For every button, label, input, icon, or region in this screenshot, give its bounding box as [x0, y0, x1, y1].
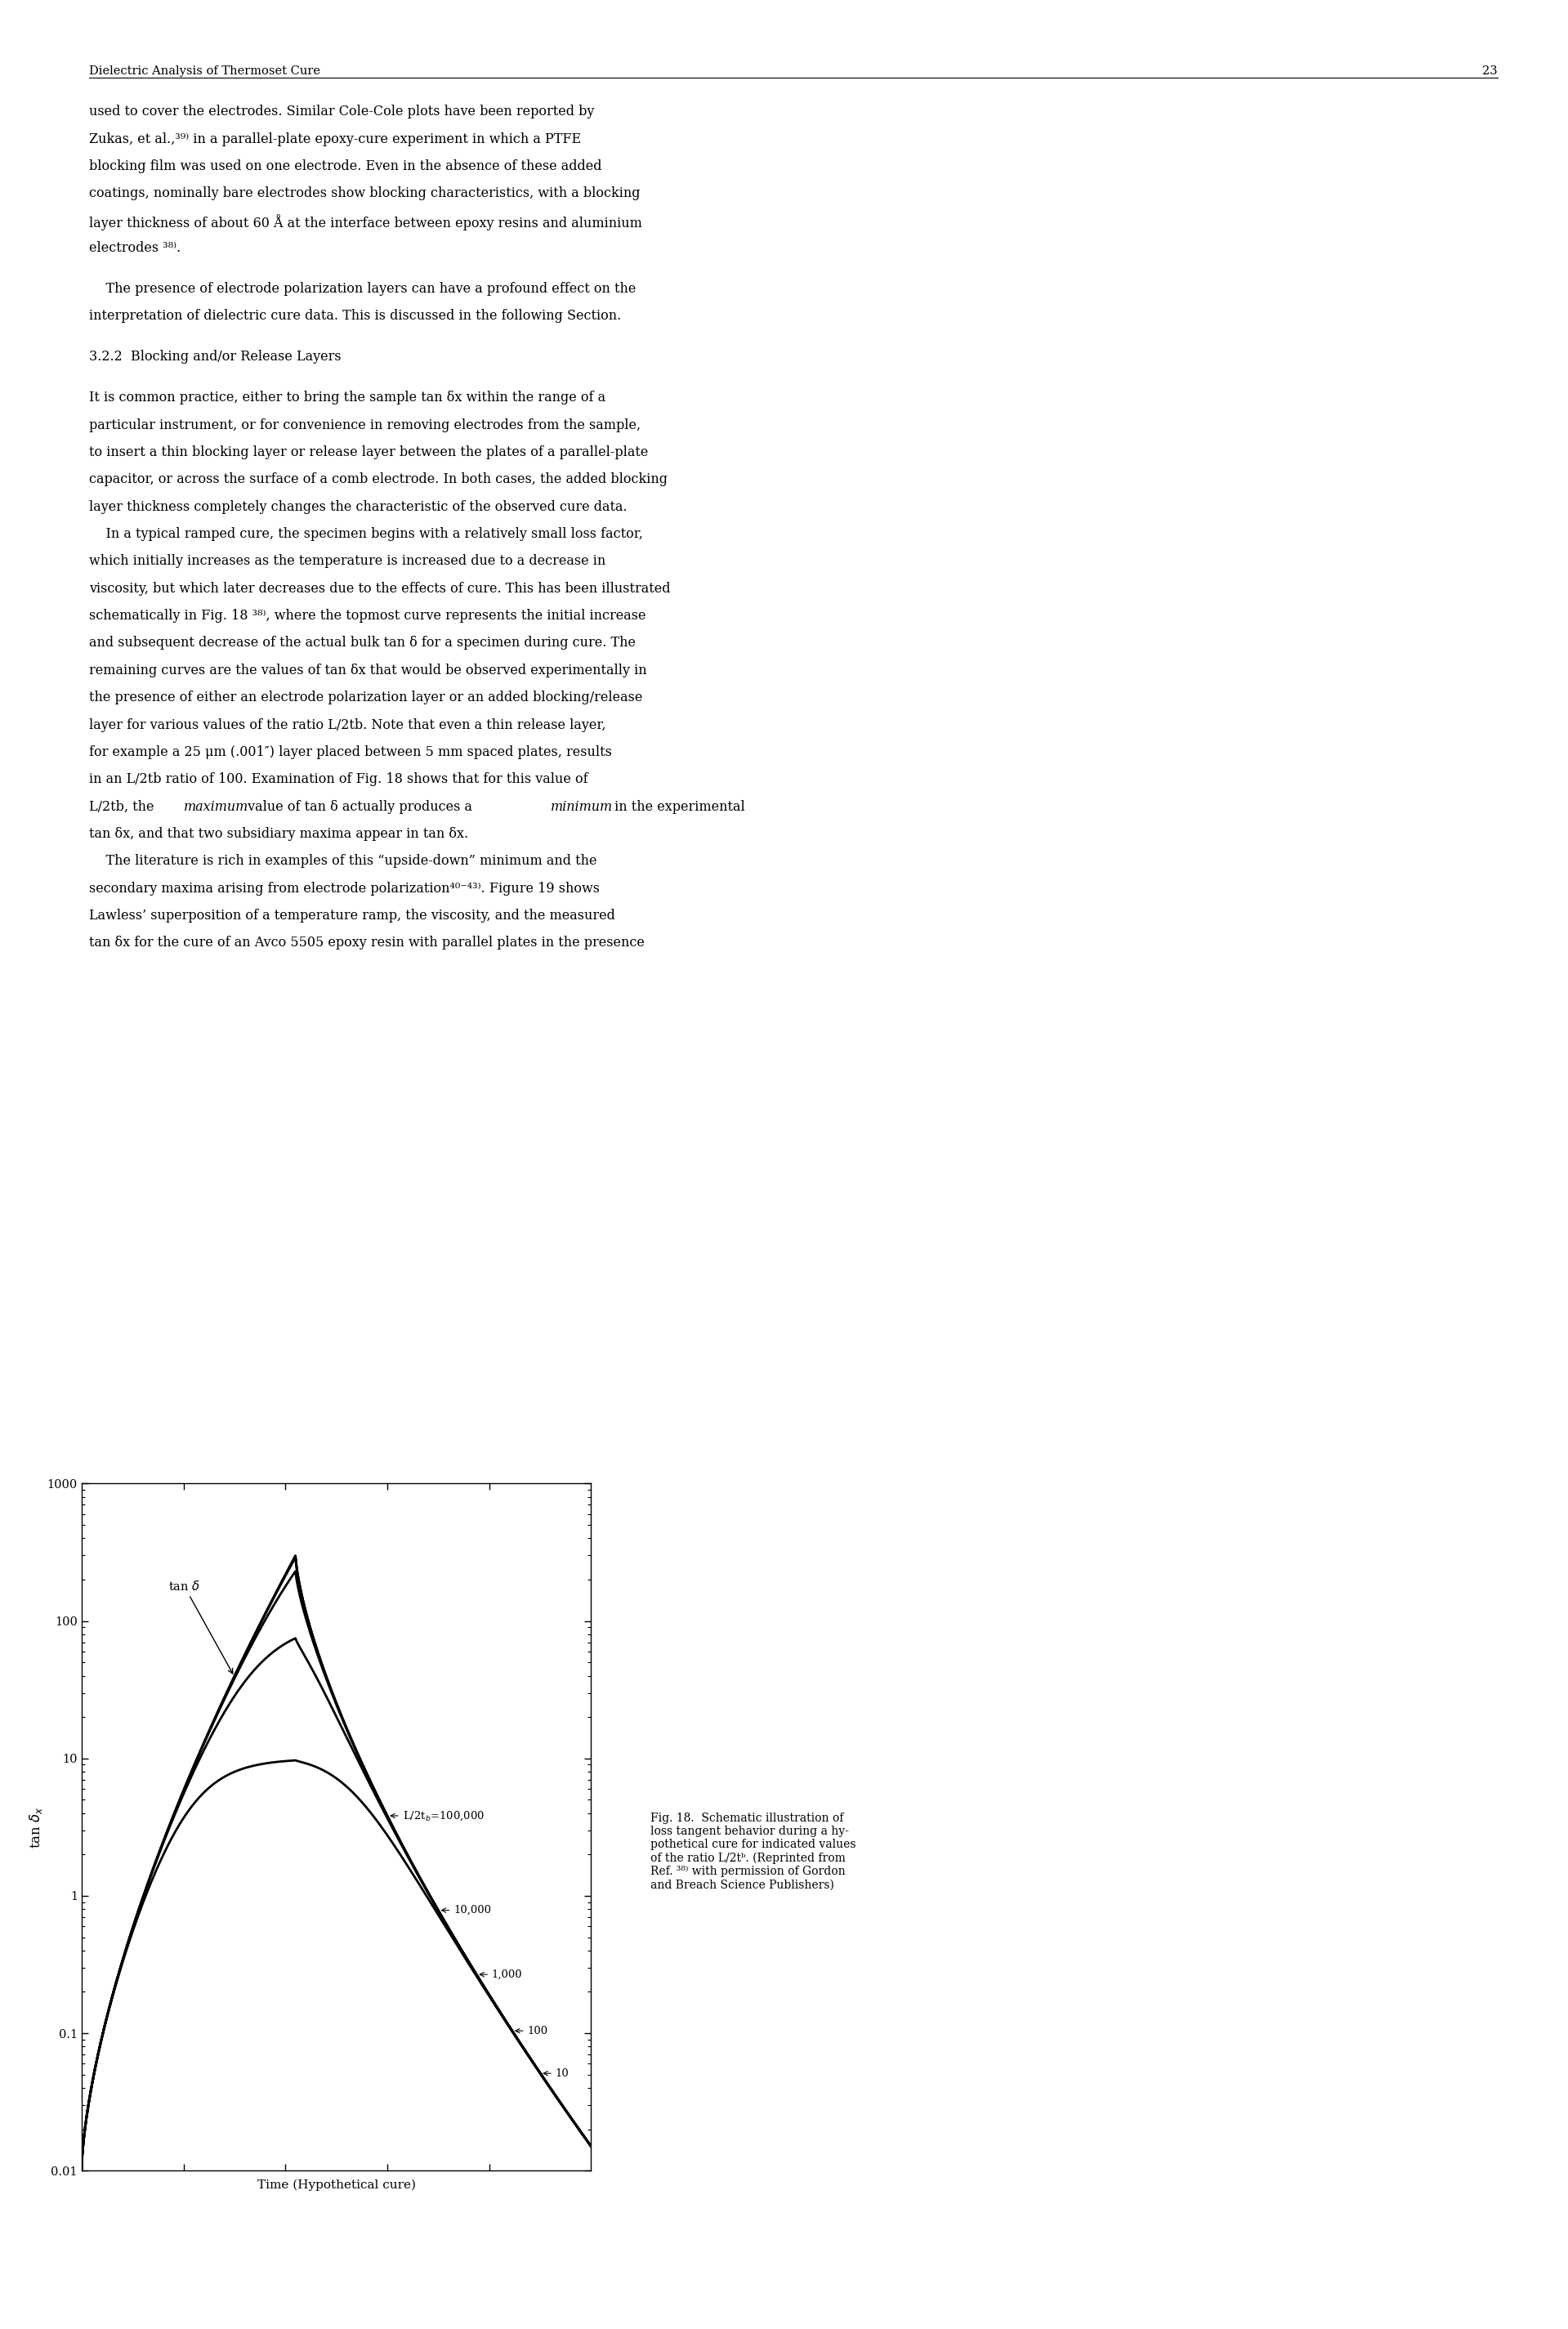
Text: particular instrument, or for convenience in removing electrodes from the sample: particular instrument, or for convenienc…	[89, 419, 641, 433]
Text: tan $\delta$: tan $\delta$	[168, 1579, 232, 1675]
Text: secondary maxima arising from electrode polarization⁴⁰⁻⁴³⁾. Figure 19 shows: secondary maxima arising from electrode …	[89, 880, 601, 894]
Text: Zukas, et al.,³⁹⁾ in a parallel-plate epoxy-cure experiment in which a PTFE: Zukas, et al.,³⁹⁾ in a parallel-plate ep…	[89, 133, 582, 147]
Text: minimum: minimum	[550, 799, 613, 813]
Text: and subsequent decrease of the actual bulk tan δ for a specimen during cure. The: and subsequent decrease of the actual bu…	[89, 636, 637, 650]
Text: The presence of electrode polarization layers can have a profound effect on the: The presence of electrode polarization l…	[89, 282, 637, 296]
Text: value of tan δ actually produces a: value of tan δ actually produces a	[243, 799, 477, 813]
Text: 3.2.2  Blocking and/or Release Layers: 3.2.2 Blocking and/or Release Layers	[89, 349, 342, 363]
Text: in the experimental: in the experimental	[610, 799, 745, 813]
Text: interpretation of dielectric cure data. This is discussed in the following Secti: interpretation of dielectric cure data. …	[89, 310, 621, 324]
Text: layer thickness of about 60 Å at the interface between epoxy resins and aluminiu: layer thickness of about 60 Å at the int…	[89, 214, 643, 231]
Text: tan δx for the cure of an Avco 5505 epoxy resin with parallel plates in the pres: tan δx for the cure of an Avco 5505 epox…	[89, 936, 644, 950]
Text: in an L/2tb ratio of 100. Examination of Fig. 18 shows that for this value of: in an L/2tb ratio of 100. Examination of…	[89, 773, 588, 787]
Text: Lawless’ superposition of a temperature ramp, the viscosity, and the measured: Lawless’ superposition of a temperature …	[89, 908, 616, 922]
Text: In a typical ramped cure, the specimen begins with a relatively small loss facto: In a typical ramped cure, the specimen b…	[89, 526, 643, 540]
Text: L/2t$_b$=100,000: L/2t$_b$=100,000	[390, 1810, 485, 1821]
Text: used to cover the electrodes. Similar Cole-Cole plots have been reported by: used to cover the electrodes. Similar Co…	[89, 105, 594, 119]
Text: the presence of either an electrode polarization layer or an added blocking/rele: the presence of either an electrode pola…	[89, 692, 643, 706]
Text: 10: 10	[544, 2068, 569, 2080]
Text: 100: 100	[516, 2026, 547, 2036]
Text: 1,000: 1,000	[480, 1968, 522, 1980]
Text: It is common practice, either to bring the sample tan δx within the range of a: It is common practice, either to bring t…	[89, 391, 605, 405]
Text: 10,000: 10,000	[442, 1905, 491, 1914]
Text: tan δx, and that two subsidiary maxima appear in tan δx.: tan δx, and that two subsidiary maxima a…	[89, 827, 469, 841]
Text: blocking film was used on one electrode. Even in the absence of these added: blocking film was used on one electrode.…	[89, 158, 602, 172]
Text: viscosity, but which later decreases due to the effects of cure. This has been i: viscosity, but which later decreases due…	[89, 582, 671, 596]
Text: layer thickness completely changes the characteristic of the observed cure data.: layer thickness completely changes the c…	[89, 501, 627, 515]
Y-axis label: tan $\delta_x$: tan $\delta_x$	[27, 1805, 44, 1849]
Text: coatings, nominally bare electrodes show blocking characteristics, with a blocki: coatings, nominally bare electrodes show…	[89, 186, 640, 200]
Text: Dielectric Analysis of Thermoset Cure: Dielectric Analysis of Thermoset Cure	[89, 65, 320, 77]
Text: layer for various values of the ratio L/2tb. Note that even a thin release layer: layer for various values of the ratio L/…	[89, 717, 607, 731]
Text: Fig. 18.  Schematic illustration of
loss tangent behavior during a hy-
pothetica: Fig. 18. Schematic illustration of loss …	[651, 1812, 856, 1891]
X-axis label: Time (Hypothetical cure): Time (Hypothetical cure)	[257, 2180, 416, 2192]
Text: 23: 23	[1482, 65, 1497, 77]
Text: The literature is rich in examples of this “upside-down” minimum and the: The literature is rich in examples of th…	[89, 855, 597, 869]
Text: electrodes ³⁸⁾.: electrodes ³⁸⁾.	[89, 242, 180, 254]
Text: schematically in Fig. 18 ³⁸⁾, where the topmost curve represents the initial inc: schematically in Fig. 18 ³⁸⁾, where the …	[89, 608, 646, 622]
Text: capacitor, or across the surface of a comb electrode. In both cases, the added b: capacitor, or across the surface of a co…	[89, 473, 668, 487]
Text: to insert a thin blocking layer or release layer between the plates of a paralle: to insert a thin blocking layer or relea…	[89, 445, 649, 459]
Text: L/2tb, the: L/2tb, the	[89, 799, 158, 813]
Text: for example a 25 μm (.001″) layer placed between 5 mm spaced plates, results: for example a 25 μm (.001″) layer placed…	[89, 745, 612, 759]
Text: remaining curves are the values of tan δx that would be observed experimentally : remaining curves are the values of tan δ…	[89, 664, 648, 678]
Text: maximum: maximum	[183, 799, 248, 813]
Text: which initially increases as the temperature is increased due to a decrease in: which initially increases as the tempera…	[89, 554, 605, 568]
